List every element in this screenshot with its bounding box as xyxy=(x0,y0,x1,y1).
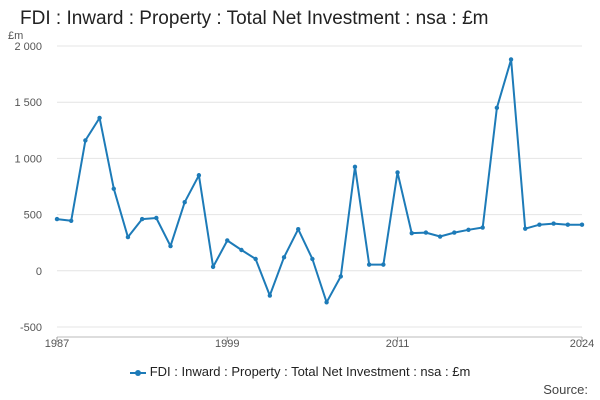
data-point[interactable] xyxy=(225,238,230,243)
source-label: Source: xyxy=(543,382,588,397)
data-point[interactable] xyxy=(452,230,457,235)
y-tick-label: 0 xyxy=(36,266,42,278)
gridlines xyxy=(57,45,582,328)
data-point[interactable] xyxy=(409,230,414,236)
data-point[interactable] xyxy=(196,173,202,178)
data-point[interactable] xyxy=(565,222,571,227)
data-point[interactable] xyxy=(352,164,358,170)
data-point[interactable] xyxy=(466,227,471,232)
data-point[interactable] xyxy=(381,262,386,267)
data-point[interactable] xyxy=(395,170,400,175)
data-point[interactable] xyxy=(54,216,60,222)
data-point[interactable] xyxy=(125,234,131,240)
legend-entry-label: FDI : Inward : Property : Total Net Inve… xyxy=(149,364,471,379)
data-point[interactable] xyxy=(296,227,301,232)
y-tick-label: 1 500 xyxy=(14,97,42,109)
data-point[interactable] xyxy=(523,226,528,231)
y-tick-label: 2 000 xyxy=(14,41,42,53)
data-point[interactable] xyxy=(83,138,88,143)
data-point[interactable] xyxy=(494,105,500,111)
data-point[interactable] xyxy=(423,230,429,235)
data-point[interactable] xyxy=(168,243,173,249)
data-point[interactable] xyxy=(366,262,372,267)
x-tick-label: 1999 xyxy=(215,338,239,350)
series-group xyxy=(54,57,585,305)
data-point[interactable] xyxy=(182,200,187,205)
data-point[interactable] xyxy=(579,222,585,227)
data-point[interactable] xyxy=(310,256,315,262)
data-point[interactable] xyxy=(68,218,74,223)
legend: FDI : Inward : Property : Total Net Inve… xyxy=(0,364,600,379)
data-point[interactable] xyxy=(324,300,329,305)
data-point[interactable] xyxy=(480,225,485,230)
y-tick-label: -500 xyxy=(20,322,42,334)
data-point[interactable] xyxy=(154,215,159,221)
data-point[interactable] xyxy=(537,222,542,227)
data-point[interactable] xyxy=(111,186,116,191)
data-point[interactable] xyxy=(139,216,145,222)
y-axis-ticks: -500 0 500 1 000 1 500 2 000 xyxy=(14,41,42,334)
data-point[interactable] xyxy=(253,256,258,262)
data-point[interactable] xyxy=(210,264,216,270)
data-point[interactable] xyxy=(281,255,287,260)
y-tick-label: 500 xyxy=(24,210,42,222)
x-tick-label: 2011 xyxy=(386,338,410,350)
y-tick-label: 1 000 xyxy=(14,153,42,165)
data-point[interactable] xyxy=(338,274,343,279)
data-point[interactable] xyxy=(267,293,273,298)
x-tick-label: 2024 xyxy=(570,338,594,350)
series-line xyxy=(56,58,582,304)
data-point[interactable] xyxy=(551,221,556,226)
x-tick-label: 1987 xyxy=(45,338,69,350)
x-axis: 1987 1999 2011 2024 xyxy=(45,336,594,350)
y-axis-unit-label: £m xyxy=(8,30,24,42)
chart-title: FDI : Inward : Property : Total Net Inve… xyxy=(20,8,489,29)
data-point[interactable] xyxy=(508,57,514,62)
data-point[interactable] xyxy=(239,247,244,253)
data-point[interactable] xyxy=(437,234,443,239)
legend-swatch-icon xyxy=(129,368,146,378)
data-point[interactable] xyxy=(97,115,102,121)
